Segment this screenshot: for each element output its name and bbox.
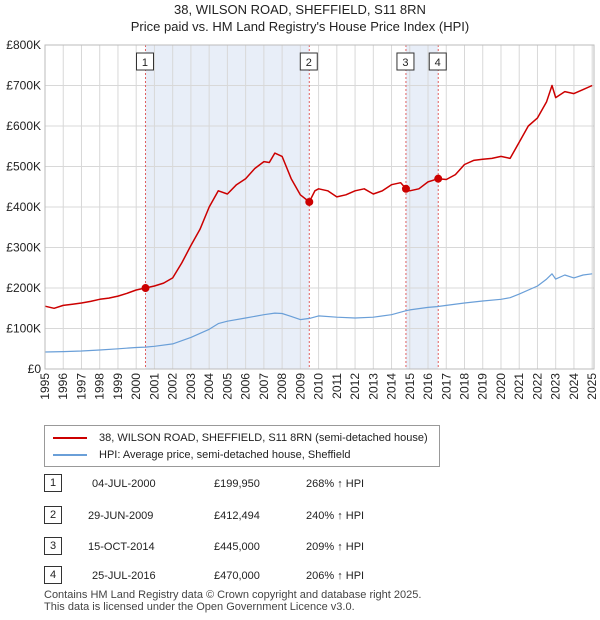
x-tick-label: 2016 — [421, 373, 435, 400]
x-tick-label: 2001 — [147, 373, 161, 400]
x-tick-label: 2012 — [348, 373, 362, 400]
sale-marker-label: 4 — [435, 57, 441, 69]
y-tick-label: £200K — [6, 281, 41, 295]
x-tick-label: 2019 — [476, 373, 490, 400]
sale-marker-box — [428, 52, 447, 71]
chart-subtitle: Price paid vs. HM Land Registry's House … — [131, 19, 469, 34]
x-tick-label: 2010 — [312, 373, 326, 400]
x-tick-label: 2002 — [166, 373, 180, 400]
x-tick-label: 2008 — [275, 373, 289, 400]
sale-point — [401, 184, 410, 193]
legend-item-property: 38, WILSON ROAD, SHEFFIELD, S11 8RN (sem… — [53, 429, 428, 447]
x-tick-label: 2021 — [512, 373, 526, 400]
sale-marker-box — [135, 52, 154, 71]
x-tick-label: 1998 — [93, 373, 107, 400]
transaction-row: 4 25-JUL-2016 £470,000 206% ↑ HPI — [44, 566, 484, 588]
price-chart: 38, WILSON ROAD, SHEFFIELD, S11 8RN Pric… — [6, 2, 599, 400]
transaction-number: 3 — [44, 537, 62, 555]
sale-marker-box — [396, 52, 415, 71]
y-tick-label: £300K — [6, 241, 41, 255]
sale-point — [141, 284, 150, 293]
footer-line-copyright: Contains HM Land Registry data © Crown c… — [44, 589, 422, 601]
legend-swatch-property — [53, 437, 87, 439]
transaction-number: 4 — [44, 566, 62, 584]
x-tick-label: 2009 — [293, 373, 307, 400]
x-tick-label: 2014 — [385, 373, 399, 400]
x-tick-label: 2015 — [403, 373, 417, 400]
hpi-line — [44, 273, 593, 353]
legend-label-property: 38, WILSON ROAD, SHEFFIELD, S11 8RN (sem… — [99, 432, 428, 444]
y-tick-label: £100K — [6, 322, 41, 336]
transaction-date: 25-JUL-2016 — [92, 570, 156, 582]
transaction-hpi: 240% ↑ HPI — [306, 510, 365, 522]
x-tick-label: 2022 — [530, 373, 544, 400]
footer-attribution: Contains HM Land Registry data © Crown c… — [44, 589, 421, 613]
transaction-hpi: 206% ↑ HPI — [306, 570, 365, 582]
transaction-row: 2 29-JUN-2009 £412,494 240% ↑ HPI — [44, 506, 484, 528]
y-tick-label: £700K — [6, 79, 41, 93]
chart-title: 38, WILSON ROAD, SHEFFIELD, S11 8RN — [174, 2, 426, 17]
sale-marker-label: 1 — [142, 57, 148, 69]
legend-swatch-hpi — [53, 454, 87, 456]
x-tick-label: 2006 — [239, 373, 253, 400]
x-tick-label: 1997 — [74, 373, 88, 400]
transaction-number: 1 — [44, 474, 62, 492]
x-tick-label: 1999 — [111, 373, 125, 400]
transaction-row: 3 15-OCT-2014 £445,000 209% ↑ HPI — [44, 537, 484, 559]
x-tick-label: 2017 — [439, 373, 453, 400]
y-tick-label: £500K — [6, 160, 41, 174]
x-tick-label: 1995 — [38, 373, 52, 400]
x-tick-label: 2020 — [494, 373, 508, 400]
plot-frame — [44, 44, 595, 370]
legend-label-hpi: HPI: Average price, semi-detached house,… — [99, 449, 351, 461]
sale-marker-label: 3 — [402, 57, 408, 69]
x-tick-label: 2018 — [458, 373, 472, 400]
transaction-price: £470,000 — [214, 570, 260, 582]
x-tick-label: 2000 — [129, 373, 143, 400]
x-tick-label: 2005 — [220, 373, 234, 400]
chart-legend: 38, WILSON ROAD, SHEFFIELD, S11 8RN (sem… — [44, 425, 440, 467]
x-tick-label: 2004 — [202, 373, 216, 400]
y-tick-label: £0 — [28, 362, 42, 376]
y-tick-label: £400K — [6, 200, 41, 214]
y-tick-label: £800K — [6, 38, 41, 52]
legend-item-hpi: HPI: Average price, semi-detached house,… — [53, 446, 351, 464]
transaction-row: 1 04-JUL-2000 £199,950 268% ↑ HPI — [44, 474, 484, 496]
transaction-hpi: 209% ↑ HPI — [306, 541, 365, 553]
sale-marker-label: 2 — [306, 57, 312, 69]
x-tick-label: 2007 — [257, 373, 271, 400]
x-tick-label: 2023 — [549, 373, 563, 400]
sale-point — [434, 174, 443, 183]
x-tick-label: 2003 — [184, 373, 198, 400]
transaction-hpi: 268% ↑ HPI — [306, 478, 365, 490]
transaction-date: 15-OCT-2014 — [88, 541, 155, 553]
transaction-price: £445,000 — [214, 541, 260, 553]
x-tick-label: 2025 — [585, 373, 599, 400]
transaction-date: 04-JUL-2000 — [92, 478, 156, 490]
transaction-price: £412,494 — [214, 510, 260, 522]
x-tick-label: 1996 — [56, 373, 70, 400]
x-tick-label: 2011 — [330, 373, 344, 399]
sale-marker-box — [299, 52, 318, 71]
transaction-number: 2 — [44, 506, 62, 524]
transaction-price: £199,950 — [214, 478, 260, 490]
x-tick-label: 2024 — [567, 373, 581, 400]
sale-point — [305, 197, 314, 206]
y-tick-label: £600K — [6, 119, 41, 133]
transaction-date: 29-JUN-2009 — [88, 510, 154, 522]
footer-line-licence: This data is licensed under the Open Gov… — [44, 601, 355, 613]
x-tick-label: 2013 — [366, 373, 380, 400]
